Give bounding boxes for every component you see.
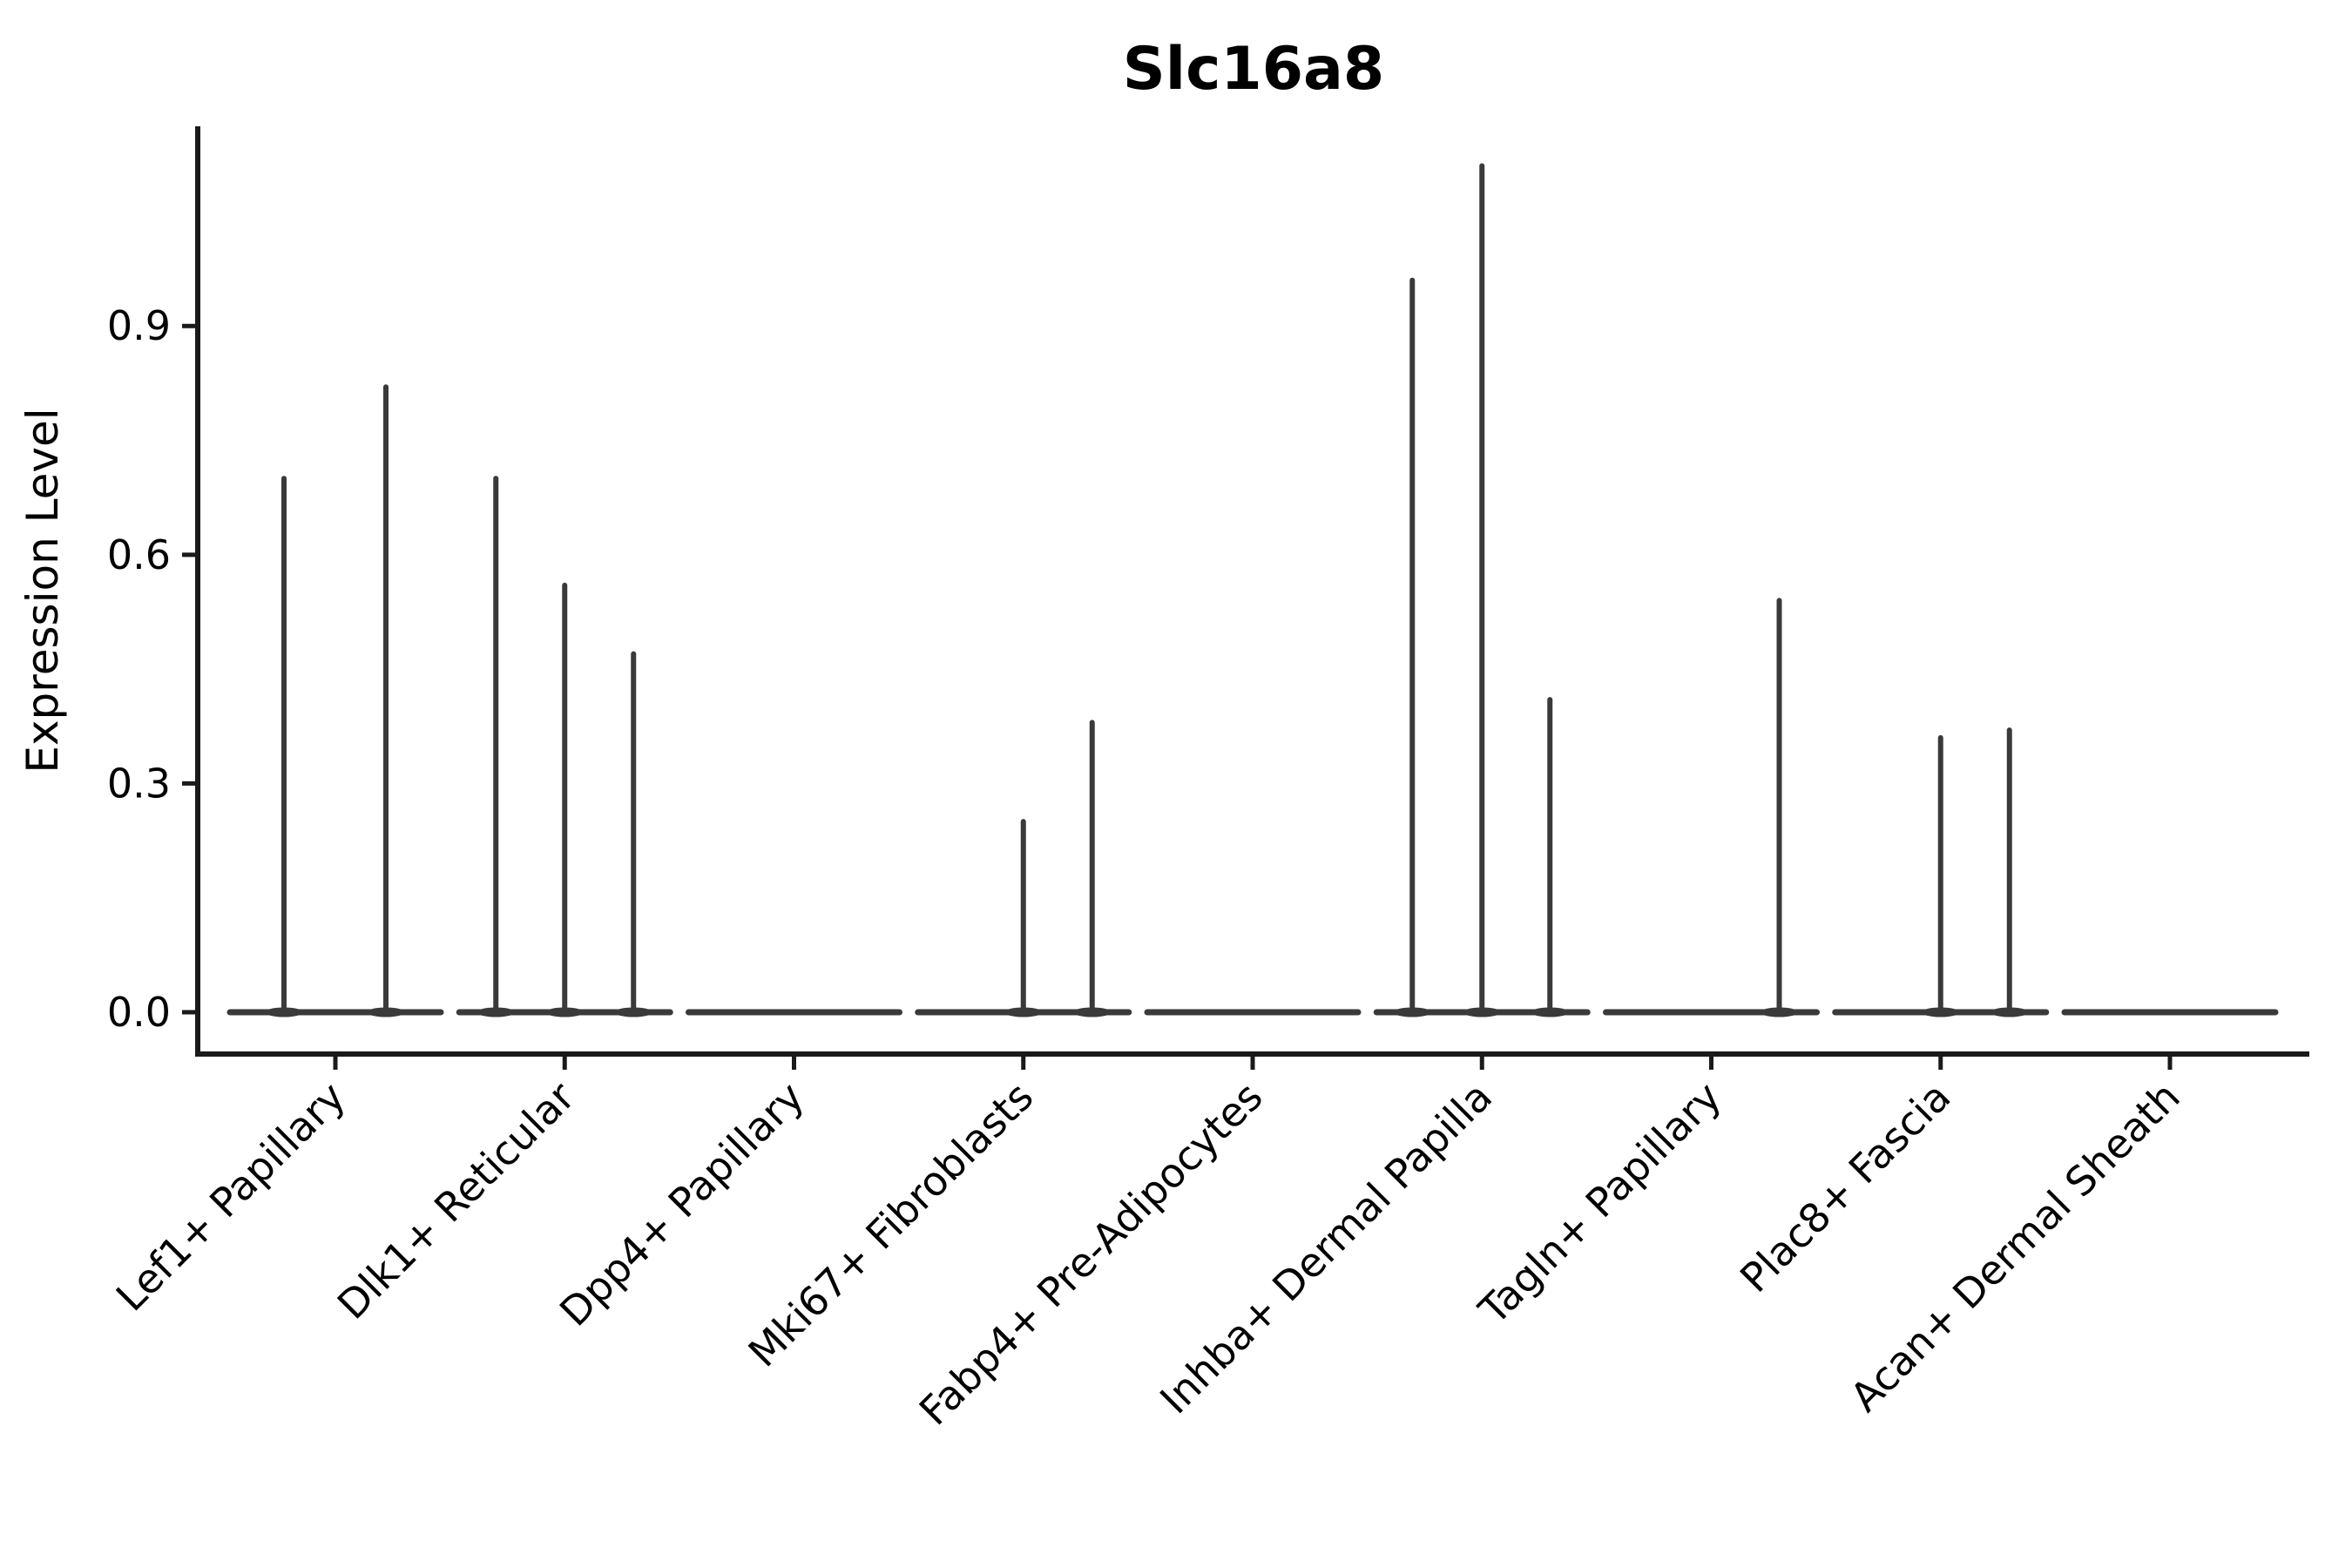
y-tick-label: 0.9: [107, 302, 171, 349]
y-axis-label: Expression Level: [17, 408, 68, 773]
x-tick-label: Tagln+ Papillary: [1470, 1073, 1731, 1335]
y-tick-label: 0.0: [107, 989, 171, 1036]
x-tick-label: Dpp4+ Papillary: [551, 1073, 813, 1335]
x-tick-label: Dlk1+ Reticular: [328, 1073, 584, 1328]
chart-title: Slc16a8: [1123, 35, 1384, 104]
y-tick-label: 0.6: [107, 531, 171, 578]
x-tick-label: Lef1+ Papillary: [107, 1073, 355, 1321]
x-tick-label: Plac8+ Fascia: [1731, 1073, 1959, 1301]
y-tick-label: 0.3: [107, 760, 171, 807]
